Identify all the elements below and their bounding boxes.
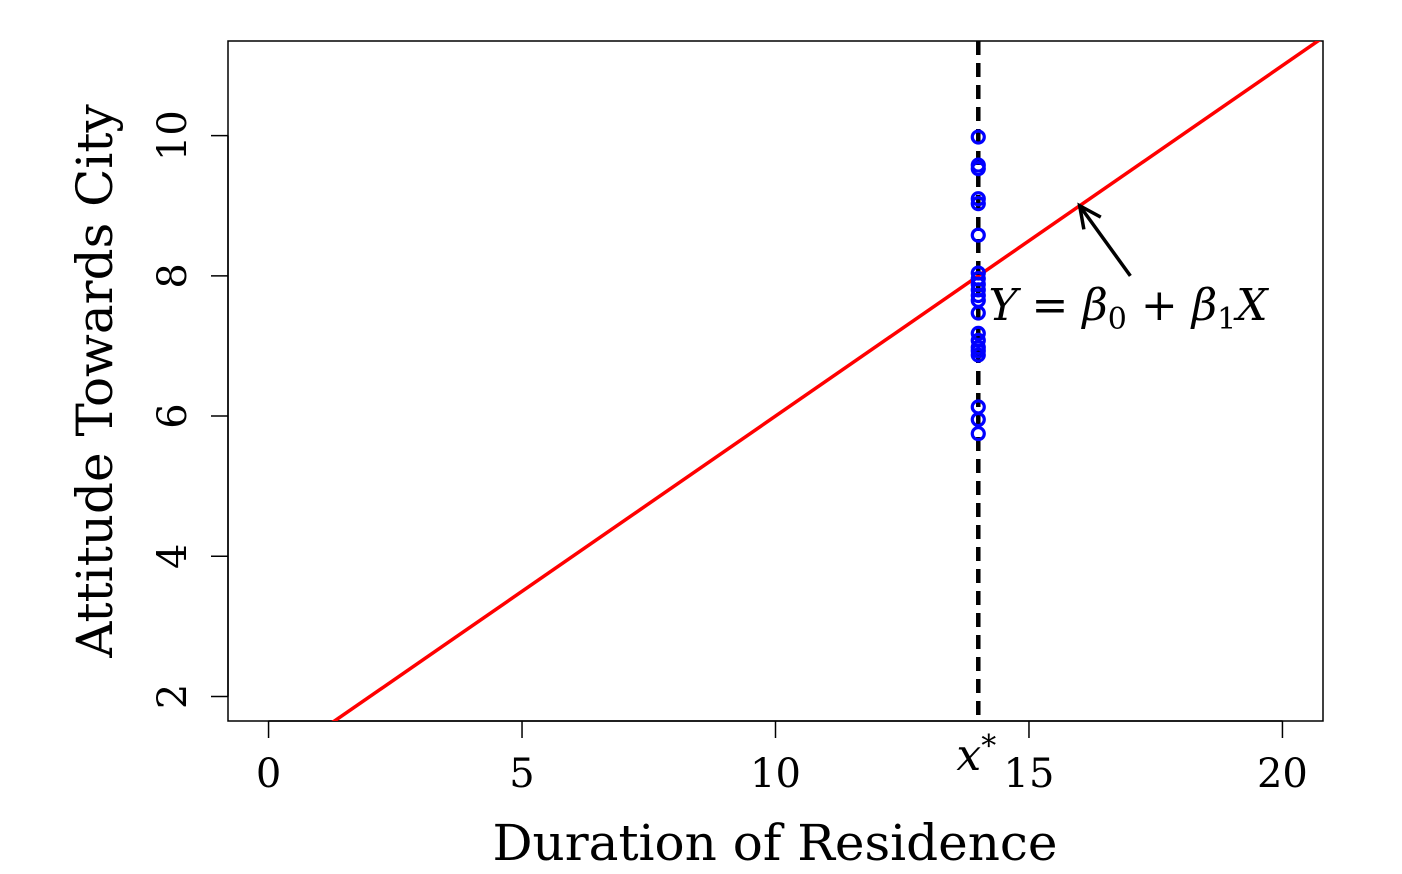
data-point (970, 160, 986, 177)
data-point (970, 305, 986, 321)
plot-frame (227, 40, 1324, 722)
data-point (970, 129, 986, 145)
data-point (970, 191, 986, 207)
data-point (970, 347, 986, 363)
regression-equation-label: Y = β0 + β1X (988, 280, 1269, 337)
x-axis-title: Duration of Residence (492, 814, 1057, 872)
x-axis: 0 5 10 15 20 (256, 720, 1308, 797)
y-tick-label: 4 (150, 544, 196, 569)
data-point (970, 425, 986, 442)
data-point (970, 411, 986, 428)
data-point (970, 227, 986, 243)
data-point (970, 325, 986, 341)
x-tick-label: 5 (509, 751, 534, 797)
data-point (970, 287, 986, 304)
x-tick-label: 0 (256, 751, 281, 797)
annotation-arrow-head (1077, 202, 1102, 230)
y-tick-label: 8 (150, 263, 196, 288)
annotation-arrow-shaft (1078, 204, 1132, 277)
y-axis: 2 4 6 8 10 (150, 110, 229, 709)
y-axis-title: Attitude Towards City (66, 104, 124, 659)
y-tick-label: 6 (150, 403, 196, 428)
data-point (970, 196, 986, 212)
y-tick-label: 10 (150, 110, 196, 161)
y-tick-label: 2 (150, 684, 196, 709)
regression-line (331, 41, 1322, 721)
x-tick-label: 10 (750, 751, 801, 797)
x-tick-label: 20 (1257, 751, 1308, 797)
plot-marks (331, 41, 1322, 721)
x-tick-label: 15 (1004, 751, 1055, 797)
x-star-label: x* (956, 729, 996, 781)
annotation-layer: x* Y = β0 + β1X (956, 202, 1269, 781)
